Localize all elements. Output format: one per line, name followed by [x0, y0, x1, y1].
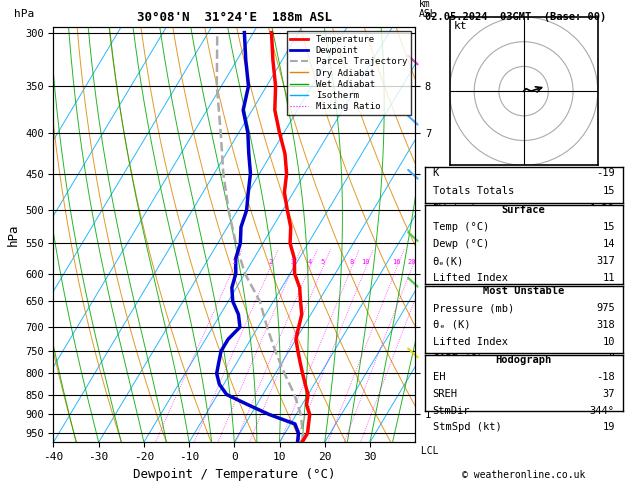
Text: 10: 10 — [362, 260, 370, 265]
Text: 37: 37 — [603, 389, 615, 399]
Y-axis label: hPa: hPa — [6, 223, 19, 246]
Text: 0: 0 — [608, 370, 615, 380]
Text: 20: 20 — [408, 260, 416, 265]
Text: CIN (J): CIN (J) — [433, 307, 476, 317]
Text: CAPE (J): CAPE (J) — [433, 290, 482, 300]
Text: 344°: 344° — [590, 406, 615, 416]
Text: 5: 5 — [321, 260, 325, 265]
Text: PW (cm): PW (cm) — [433, 204, 476, 213]
Text: θₑ (K): θₑ (K) — [433, 320, 470, 330]
Text: 1: 1 — [231, 260, 236, 265]
Text: 15: 15 — [603, 222, 615, 232]
Text: EH: EH — [433, 372, 445, 382]
Text: Lifted Index: Lifted Index — [433, 337, 508, 347]
Title: 30°08'N  31°24'E  188m ASL: 30°08'N 31°24'E 188m ASL — [136, 11, 332, 24]
Text: 16: 16 — [392, 260, 401, 265]
Text: 2: 2 — [268, 260, 272, 265]
Text: 0: 0 — [608, 290, 615, 300]
Text: 8: 8 — [350, 260, 353, 265]
Text: CAPE (J): CAPE (J) — [433, 353, 482, 364]
Text: 3: 3 — [291, 260, 295, 265]
Text: LCL: LCL — [415, 447, 438, 456]
Text: θₑ(K): θₑ(K) — [433, 256, 464, 266]
Text: Temp (°C): Temp (°C) — [433, 222, 489, 232]
Text: 4: 4 — [308, 260, 311, 265]
Text: 317: 317 — [596, 256, 615, 266]
Legend: Temperature, Dewpoint, Parcel Trajectory, Dry Adiabat, Wet Adiabat, Isotherm, Mi: Temperature, Dewpoint, Parcel Trajectory… — [287, 31, 411, 115]
Text: Totals Totals: Totals Totals — [433, 186, 514, 196]
Text: 0: 0 — [608, 353, 615, 364]
Text: 10: 10 — [603, 337, 615, 347]
Text: StmDir: StmDir — [433, 406, 470, 416]
Text: hPa: hPa — [14, 9, 34, 19]
Text: SREH: SREH — [433, 389, 457, 399]
Text: 0: 0 — [608, 307, 615, 317]
Text: 14: 14 — [603, 239, 615, 249]
Text: kt: kt — [454, 21, 467, 32]
Text: Mixing Ratio (g/kg): Mixing Ratio (g/kg) — [487, 204, 496, 306]
Text: 1.39: 1.39 — [590, 204, 615, 213]
Text: km
ASL: km ASL — [419, 0, 437, 19]
Text: 11: 11 — [603, 273, 615, 283]
Text: Most Unstable: Most Unstable — [483, 286, 564, 296]
Text: © weatheronline.co.uk: © weatheronline.co.uk — [462, 470, 586, 480]
Text: 02.05.2024  03GMT  (Base: 00): 02.05.2024 03GMT (Base: 00) — [425, 12, 606, 22]
Text: -19: -19 — [596, 168, 615, 178]
Text: 15: 15 — [603, 186, 615, 196]
Text: -18: -18 — [596, 372, 615, 382]
Text: 19: 19 — [603, 422, 615, 433]
Text: Lifted Index: Lifted Index — [433, 273, 508, 283]
Text: Pressure (mb): Pressure (mb) — [433, 303, 514, 313]
Text: StmSpd (kt): StmSpd (kt) — [433, 422, 501, 433]
Text: 318: 318 — [596, 320, 615, 330]
Text: Surface: Surface — [502, 205, 545, 215]
X-axis label: Dewpoint / Temperature (°C): Dewpoint / Temperature (°C) — [133, 468, 335, 481]
Text: Hodograph: Hodograph — [496, 355, 552, 365]
Text: K: K — [433, 168, 439, 178]
Text: CIN (J): CIN (J) — [433, 370, 476, 380]
Text: 975: 975 — [596, 303, 615, 313]
Text: Dewp (°C): Dewp (°C) — [433, 239, 489, 249]
